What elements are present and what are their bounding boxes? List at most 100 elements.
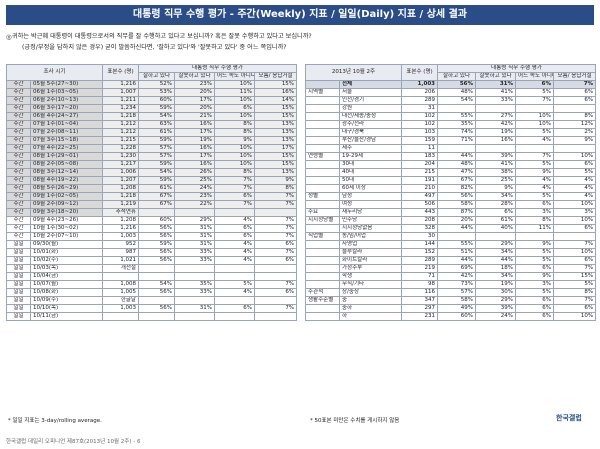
table-cell: 9% xyxy=(553,135,597,145)
table-cell: 연령별 xyxy=(305,151,340,161)
table-cell: 1,230 xyxy=(102,151,139,161)
table-cell xyxy=(174,271,215,281)
table-cell xyxy=(214,311,255,321)
table-cell: 주간 xyxy=(6,95,31,105)
table-row: 일일 10/02(수) 1,021 56% 33% 4% 6% xyxy=(6,255,298,265)
table-cell: 6% xyxy=(253,239,298,249)
table-cell: 231 xyxy=(401,311,439,321)
table-cell: 56% xyxy=(138,287,175,297)
table-cell: 주간 xyxy=(6,167,31,177)
table-cell: 6% xyxy=(214,231,255,241)
table-cell: 07월 3주(15~18) xyxy=(30,135,103,145)
table-cell: 주간 xyxy=(6,143,31,153)
table-cell: 55% xyxy=(437,111,477,121)
table-cell: 29% xyxy=(174,215,215,225)
table-cell: 10% xyxy=(214,151,255,161)
table-cell: 6% xyxy=(553,303,597,313)
table-cell: 10/02(수) xyxy=(30,255,103,265)
table-row: 주간 08월 1주(29~01) 1,230 57% 17% 10% 15% xyxy=(6,151,298,161)
table-row: 하 231 60% 24% 6% 10% xyxy=(305,311,597,321)
table-row: 전체 1,003 56% 31% 6% 7% xyxy=(305,79,597,89)
table-cell: 주간 xyxy=(6,207,31,217)
table-cell xyxy=(102,311,139,321)
table-row: 성별 남성 497 56% 34% 5% 4% xyxy=(305,191,597,201)
table-cell: 4% xyxy=(214,255,255,265)
table-cell: 67% xyxy=(437,175,477,185)
table-cell: 22% xyxy=(174,199,215,209)
col-header-period: 조사 시기 xyxy=(6,64,103,81)
table-cell: 08월 1주(29~01) xyxy=(30,151,103,161)
table-cell: 4% xyxy=(515,175,555,185)
table-cell: 10/08(화) xyxy=(30,287,103,297)
table-cell: 21% xyxy=(174,111,215,121)
col-header-neutral: 어느 쪽도 아니다 xyxy=(214,71,255,81)
table-cell: 08월 5주(26~29) xyxy=(30,183,103,193)
table-row: 주간 06월 1주(03~05) 1,007 53% 20% 11% 16% xyxy=(6,87,298,97)
table-cell: 87% xyxy=(437,207,477,217)
table-row: 연령별 19-29세 183 44% 39% 7% 10% xyxy=(305,151,597,161)
table-row: 일일 10/01(화) 987 56% 33% 4% 7% xyxy=(6,247,298,257)
table-cell: 일일 xyxy=(6,279,31,289)
table-cell: 12% xyxy=(553,119,597,129)
table-cell: 61% xyxy=(138,183,175,193)
table-cell: 주간 xyxy=(6,119,31,129)
table-cell xyxy=(305,159,340,169)
table-cell: 1,208 xyxy=(102,183,139,193)
table-cell: 33% xyxy=(174,255,215,265)
table-cell: 11% xyxy=(515,223,555,233)
table-row: 주간 07월 2주(08~11) 1,212 61% 17% 8% 13% xyxy=(6,127,298,137)
group-header: 대통령 직무 수행 평가 xyxy=(437,64,597,73)
table-cell: 09월 1주(02~05) xyxy=(30,191,103,201)
table-cell: 6% xyxy=(214,191,255,201)
table-cell xyxy=(305,143,340,153)
table-cell: 주간 xyxy=(6,79,31,89)
table-cell: 17% xyxy=(174,95,215,105)
col-header-positive: 잘하고 있다 xyxy=(138,71,175,81)
table-cell: 18% xyxy=(475,263,517,273)
table-cell: 06월 2주(10~13) xyxy=(30,95,103,105)
table-cell: 35% xyxy=(437,119,477,129)
table-cell: 56% xyxy=(138,247,175,257)
table-cell: 가정주부 xyxy=(338,263,403,273)
table-cell: 10/07(월) xyxy=(30,279,103,289)
table-cell: 1,207 xyxy=(102,175,139,185)
table-cell: 15% xyxy=(553,271,597,281)
table-cell: 33% xyxy=(174,247,215,257)
table-cell: 주간 xyxy=(6,231,31,241)
table-cell: 17% xyxy=(253,143,298,153)
table-cell: 7% xyxy=(253,191,298,201)
table-cell: 9% xyxy=(214,135,255,145)
table-row: 주간 06월 2주(10~13) 1,211 60% 17% 10% 14% xyxy=(6,95,298,105)
table-cell: 56% xyxy=(138,231,175,241)
table-cell xyxy=(305,239,340,249)
table-cell: 14% xyxy=(253,95,298,105)
table-cell xyxy=(553,143,597,153)
table-row: 블루칼라 152 51% 34% 5% 10% xyxy=(305,247,597,257)
table-cell xyxy=(305,167,340,177)
table-cell: 10% xyxy=(553,151,597,161)
table-row: 학생 71 42% 34% 9% 15% xyxy=(305,271,597,281)
page-title: 대통령 직무 수행 평가 - 주간(Weekly) 지표 / 일일(Daily)… xyxy=(6,5,594,25)
table-cell: 10% xyxy=(553,311,597,321)
table-cell: 지역별 xyxy=(305,87,340,97)
table-cell: 10% xyxy=(214,111,255,121)
table-cell: 10/04(금) xyxy=(30,271,103,281)
table-cell: 주간 xyxy=(6,175,31,185)
table-cell: 9% xyxy=(515,167,555,177)
table-row: 주요 새누리당 443 87% 6% 3% 3% xyxy=(305,207,597,217)
table-cell: 55% xyxy=(437,239,477,249)
table-row: 지역별 서울 206 48% 41% 5% 6% xyxy=(305,87,597,97)
table-cell: 1,217 xyxy=(102,159,139,169)
table-cell: 57% xyxy=(138,151,175,161)
table-cell: 08월 4주(19~22) xyxy=(30,175,103,185)
table-cell: 82% xyxy=(437,183,477,193)
table-row: 강원 31 xyxy=(305,103,597,113)
table-cell: 102 xyxy=(401,119,439,129)
table-cell: 33% xyxy=(475,95,517,105)
table-cell: 9% xyxy=(475,183,517,193)
table-cell: 6% xyxy=(214,303,255,313)
col-header-segment: 2013년 10월 2주 xyxy=(304,64,403,81)
table-row: 주간 10월 1주(30~02) 1,216 56% 31% 6% 7% xyxy=(6,223,298,233)
table-cell: 16% xyxy=(475,135,517,145)
table-row: 주간 08월 4주(19~22) 1,207 59% 25% 7% 9% xyxy=(6,175,298,185)
